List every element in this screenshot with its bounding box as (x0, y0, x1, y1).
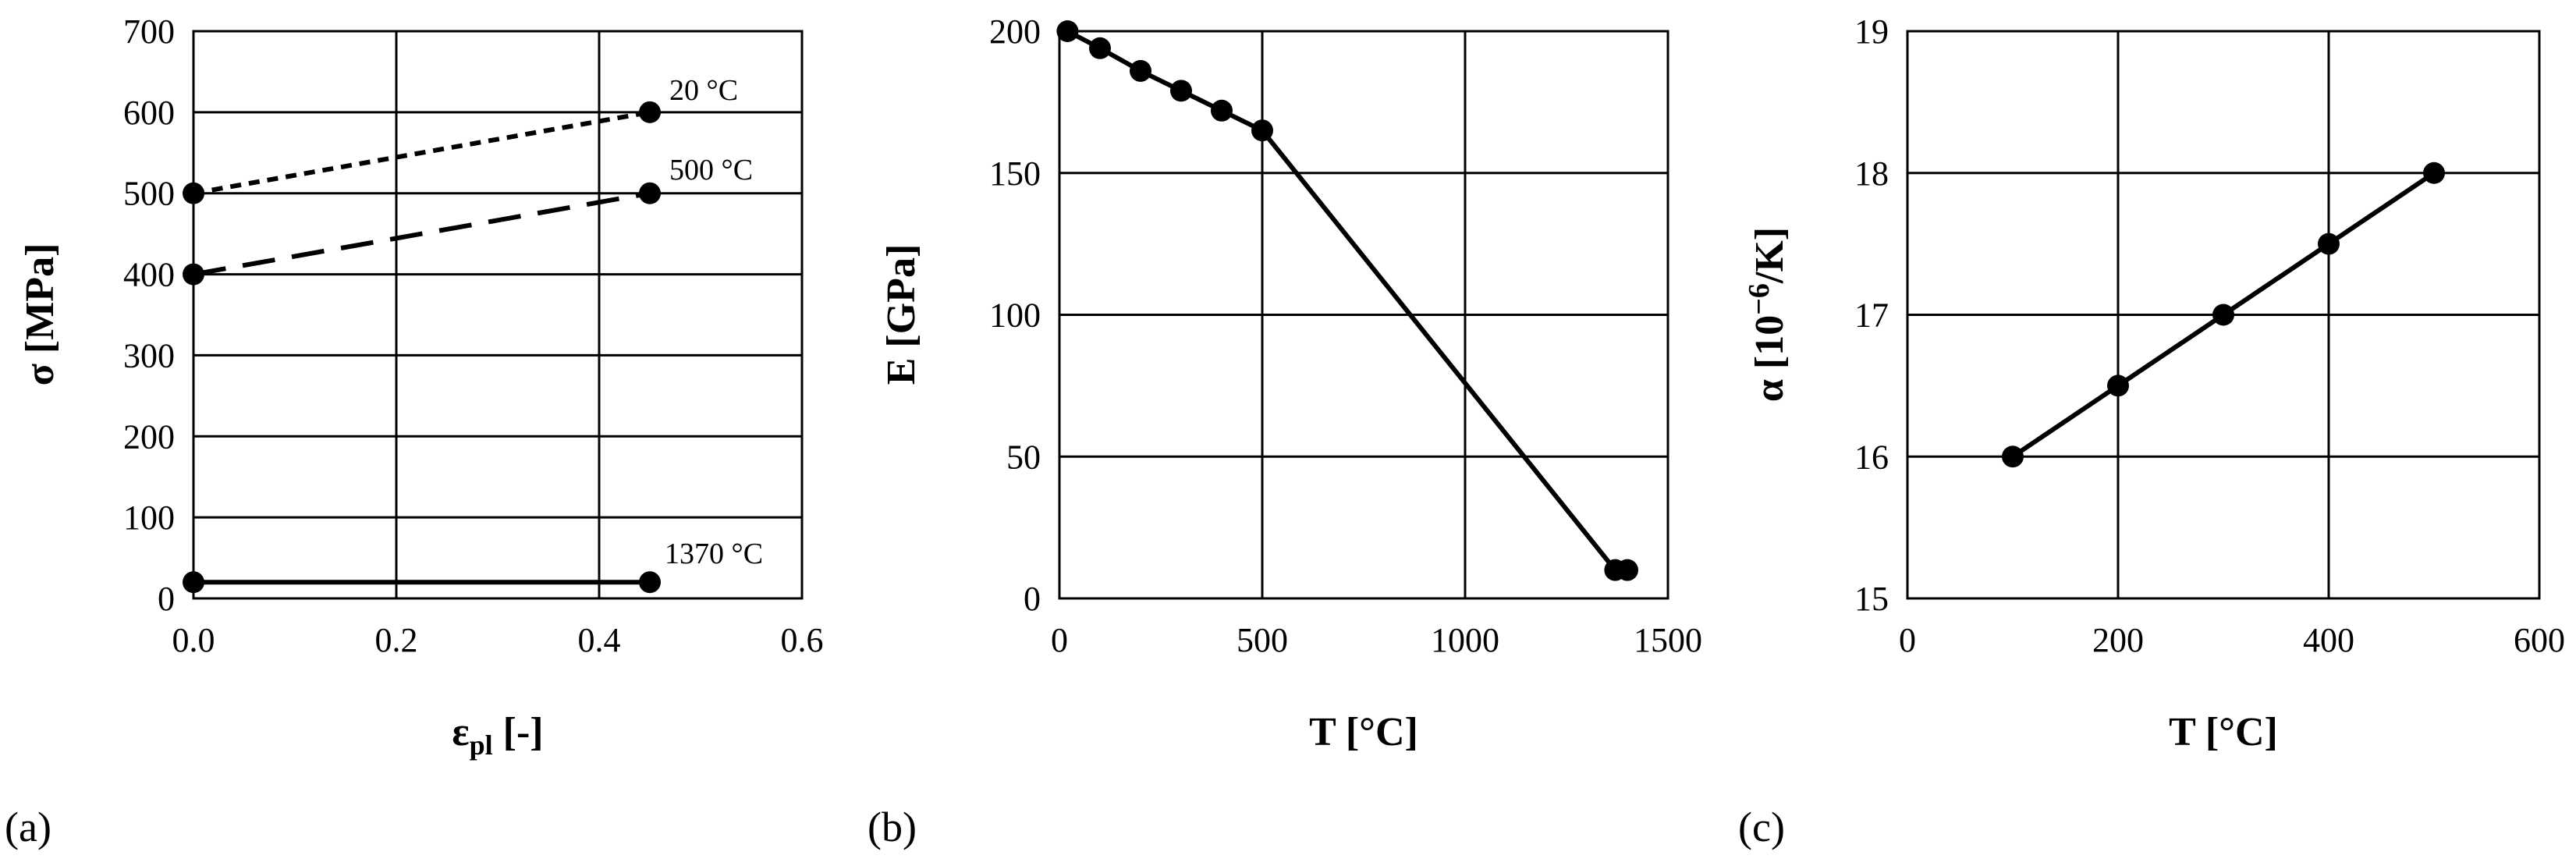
data-point-b-0 (1130, 59, 1151, 82)
x-tick-label-a: 0.4 (578, 621, 621, 659)
y-tick-label-a: 600 (123, 94, 175, 132)
x-tick-label-b: 1000 (1431, 621, 1499, 659)
y-tick-label-b: 50 (1006, 438, 1041, 476)
series-line-a-0 (193, 109, 651, 196)
y-tick-label-b: 150 (989, 154, 1041, 193)
y-tick-label-a: 300 (123, 336, 175, 374)
grid-b (1058, 30, 1669, 600)
panel-label-a: (a) (5, 804, 51, 850)
y-axis-title-b: E [GPa] (879, 244, 924, 385)
y-axis-title-c-main: α [10 (1747, 315, 1792, 402)
x-axis-title-a-tail: [-] (493, 710, 544, 754)
data-point-a-0 (639, 101, 661, 123)
series-line-a-1 (193, 190, 651, 277)
data-point-a-0 (183, 182, 204, 204)
y-tick-label-a: 200 (123, 417, 175, 456)
series-b (1056, 20, 1638, 581)
x-tick-label-c: 600 (2514, 621, 2565, 659)
x-tick-label-a: 0.0 (172, 621, 215, 659)
data-point-a-2 (183, 571, 204, 594)
x-axis-title-c: T [°C] (2169, 710, 2278, 754)
x-axis-title-a-sub: pl (470, 729, 493, 761)
data-point-c-0 (2002, 445, 2024, 468)
y-tick-label-a: 0 (158, 580, 175, 618)
x-ticks-c: 0 200 400 600 (1899, 621, 2565, 659)
series-line-b-0 (1066, 29, 1627, 573)
grid-a (192, 30, 804, 600)
y-tick-label-c: 18 (1854, 154, 1889, 193)
chart-panel-b: 0 500 1000 1500 0 50 100 150 200 E [GPa] T [°C]… (868, 12, 1702, 850)
y-tick-label-a: 500 (123, 175, 175, 213)
y-axis-title-c-sup: −6 (1743, 283, 1776, 315)
plot-frame-c (1906, 30, 2541, 600)
series-label-20c: 20 °C (669, 74, 738, 107)
data-point-c-0 (2212, 303, 2234, 326)
data-point-c-0 (2423, 161, 2445, 184)
data-point-a-2 (639, 571, 661, 594)
plot-frame-a (192, 30, 804, 600)
y-axis-title-a: σ [MPa] (18, 243, 62, 386)
x-tick-label-b: 500 (1237, 621, 1288, 659)
series-label-1370c: 1370 °C (665, 538, 763, 570)
y-tick-label-c: 17 (1854, 296, 1889, 335)
x-tick-label-a: 0.2 (375, 621, 418, 659)
x-tick-label-b: 0 (1051, 621, 1068, 659)
data-point-a-1 (183, 263, 204, 286)
data-point-b-0 (1170, 80, 1192, 102)
y-ticks-c: 15 16 17 18 19 (1854, 12, 1889, 618)
chart-panel-a: 0.0 0.2 0.4 0.6 0 100 200 300 400 500 600 700 20 °… (5, 12, 824, 850)
y-tick-label-a: 700 (123, 12, 175, 51)
y-tick-label-c: 15 (1854, 580, 1889, 618)
y-axis-title-c-tail: /K] (1747, 227, 1792, 284)
y-tick-label-a: 100 (123, 499, 175, 537)
x-axis-title-a: εpl [-] (452, 710, 543, 761)
data-point-b-0 (1211, 99, 1233, 122)
y-axis-title-c: α [10−6/K] (1743, 227, 1792, 402)
data-point-c-0 (2318, 232, 2340, 255)
x-tick-label-a: 0.6 (781, 621, 824, 659)
x-ticks-b: 0 500 1000 1500 (1051, 621, 1702, 659)
data-point-b-0 (1089, 37, 1111, 59)
series-label-500c: 500 °C (669, 154, 753, 186)
data-point-b-0 (1056, 20, 1079, 42)
panel-label-c: (c) (1738, 804, 1785, 850)
data-point-b-0 (1251, 119, 1273, 142)
x-tick-label-c: 0 (1899, 621, 1916, 659)
x-tick-label-b: 1500 (1634, 621, 1702, 659)
y-tick-label-b: 0 (1024, 580, 1041, 618)
x-tick-label-c: 400 (2303, 621, 2354, 659)
y-tick-label-a: 400 (123, 256, 175, 294)
x-tick-label-c: 200 (2092, 621, 2144, 659)
y-tick-label-b: 100 (989, 296, 1041, 335)
data-point-b-0 (1616, 559, 1638, 581)
y-tick-label-c: 16 (1854, 438, 1889, 476)
y-ticks-a: 0 100 200 300 400 500 600 700 (123, 12, 175, 618)
series-a (183, 101, 661, 594)
data-point-a-1 (639, 182, 661, 204)
x-ticks-a: 0.0 0.2 0.4 0.6 (172, 621, 824, 659)
panel-label-b: (b) (868, 804, 917, 850)
data-point-c-0 (2107, 374, 2129, 397)
x-axis-title-a-main: ε (452, 710, 469, 754)
plot-frame-b (1058, 30, 1669, 600)
x-axis-title-b: T [°C] (1309, 710, 1418, 754)
series-c (2002, 161, 2445, 468)
y-tick-label-c: 19 (1854, 12, 1889, 51)
y-tick-label-b: 200 (989, 12, 1041, 51)
y-ticks-b: 0 50 100 150 200 (989, 12, 1041, 618)
